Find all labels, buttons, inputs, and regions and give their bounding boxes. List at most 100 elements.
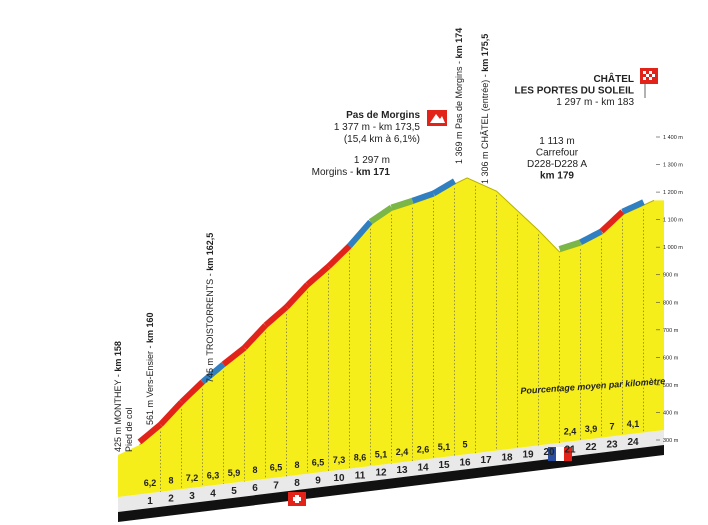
annotation-text: D228-D228 A <box>527 159 587 170</box>
km-label: 17 <box>480 455 492 466</box>
annotation-text: 1 297 m - km 183 <box>556 97 634 108</box>
annotation-bold: km 179 <box>540 171 574 182</box>
annotation-bold: km 174 <box>454 28 464 59</box>
annotation-line: Pied de col <box>124 407 134 452</box>
y-tick-label: 400 m <box>663 410 679 416</box>
annotation-line: LES PORTES DU SOLEIL <box>515 86 634 97</box>
gradient-label: 7,2 <box>186 473 199 483</box>
gradient-label: 8 <box>294 460 299 470</box>
km-label: 18 <box>501 452 513 463</box>
km-label: 8 <box>294 478 300 489</box>
km-label: 12 <box>375 468 387 479</box>
annotation-line: Carrefour <box>536 148 579 159</box>
annotation-line: Pas de Morgins <box>346 110 420 121</box>
gradient-label: 2,4 <box>564 427 577 437</box>
gradient-band <box>200 361 226 385</box>
annotation-text: 1 306 m CHÂTEL (entrée) - <box>480 72 490 184</box>
gradient-label: 2,6 <box>417 445 430 455</box>
y-tick-label: 600 m <box>663 355 679 361</box>
gradient-label: 8,6 <box>354 452 367 462</box>
km-label: 10 <box>333 473 345 484</box>
km-label: 11 <box>355 470 366 481</box>
km-label: 22 <box>585 442 597 453</box>
swiss-flag <box>288 492 306 506</box>
gradient-band <box>242 323 268 350</box>
y-tick-label: 1 100 m <box>663 218 683 224</box>
annotation: 1 306 m CHÂTEL (entrée) - km 175,5 <box>480 34 490 184</box>
gradient-label: 6,3 <box>207 470 220 480</box>
annotation-line: 1 369 m Pas de Morgins - km 174 <box>454 28 464 164</box>
km-label: 1 <box>147 496 153 507</box>
gradient-band <box>347 219 373 248</box>
annotation-line: D228-D228 A <box>527 159 587 170</box>
gradient-band <box>558 239 582 252</box>
gradient-band <box>284 282 310 310</box>
km-label: 2 <box>168 493 174 504</box>
annotation-text: (15,4 km à 6,1%) <box>344 134 420 145</box>
gradient-label: 6,5 <box>270 463 283 473</box>
gradient-band <box>411 190 435 204</box>
gradient-label: 2,4 <box>396 447 409 457</box>
km-label: 7 <box>273 481 279 492</box>
gradient-label: 4,1 <box>627 419 640 429</box>
annotation-text: 1 377 m - km 173,5 <box>334 122 421 133</box>
gradient-label: 8 <box>168 475 173 485</box>
km-label: 24 <box>627 437 639 448</box>
gradient-band <box>368 205 394 225</box>
y-tick-label: 300 m <box>663 438 679 444</box>
km-label: 19 <box>522 450 534 461</box>
gradient-label: 6,2 <box>144 478 157 488</box>
km-label: 9 <box>315 475 321 486</box>
annotation: 561 m Vers-Ensier - km 160 <box>145 312 155 425</box>
annotation-line: 1 377 m - km 173,5 <box>334 122 421 133</box>
annotation-bold: km 162,5 <box>205 233 215 271</box>
gradient-label: 7 <box>609 421 614 431</box>
km-label: 5 <box>231 486 237 497</box>
gradient-band <box>326 243 352 269</box>
col-icon <box>427 110 447 126</box>
gradient-label: 3,9 <box>585 424 598 434</box>
annotation-bold: km 175,5 <box>480 34 490 72</box>
km-label: 13 <box>396 465 408 476</box>
annotation-bold: CHÂTEL <box>593 72 634 85</box>
annotation-text: 1 113 m <box>539 136 574 147</box>
y-tick-label: 1 000 m <box>663 245 683 251</box>
annotation-text: 425 m MONTHEY - <box>113 372 123 452</box>
gradient-band <box>621 199 645 215</box>
gradient-label: 5,1 <box>375 450 388 460</box>
km-label: 20 <box>543 447 555 458</box>
annotation-text: Carrefour <box>536 148 579 159</box>
annotation: 745 m TROISTORRENTS - km 162,5 <box>205 233 215 383</box>
finish-flag <box>640 68 658 98</box>
km-label: 23 <box>606 439 618 450</box>
annotation-text: Pied de col <box>124 407 134 452</box>
annotation-line: km 179 <box>540 171 574 182</box>
gradient-label: 5,1 <box>438 442 451 452</box>
annotation-text: 561 m Vers-Ensier - <box>145 343 155 425</box>
km-label: 14 <box>417 463 429 474</box>
y-tick-label: 500 m <box>663 383 679 389</box>
annotation-text: Morgins - <box>312 167 356 178</box>
gradient-label: 6,5 <box>312 457 325 467</box>
y-tick-label: 1 200 m <box>663 190 683 196</box>
km-label: 16 <box>459 457 471 468</box>
gradient-label: 8 <box>252 465 257 475</box>
gradient-band <box>431 178 457 197</box>
km-label: 15 <box>438 460 450 471</box>
km-label: 6 <box>252 483 258 494</box>
annotation-line: 745 m TROISTORRENTS - km 162,5 <box>205 233 215 383</box>
base <box>118 430 664 522</box>
annotation-line: 425 m MONTHEY - km 158 <box>113 341 123 452</box>
y-tick-label: 800 m <box>663 300 679 306</box>
annotation-text: 745 m TROISTORRENTS - <box>205 271 215 383</box>
annotation-line: 1 306 m CHÂTEL (entrée) - km 175,5 <box>480 34 490 184</box>
km-label: 3 <box>189 491 195 502</box>
annotation-line: CHÂTEL <box>593 72 634 85</box>
annotation-bold: km 171 <box>356 167 390 178</box>
y-tick-label: 700 m <box>663 328 679 334</box>
base-slab <box>118 445 664 522</box>
gradient-band <box>158 400 184 427</box>
